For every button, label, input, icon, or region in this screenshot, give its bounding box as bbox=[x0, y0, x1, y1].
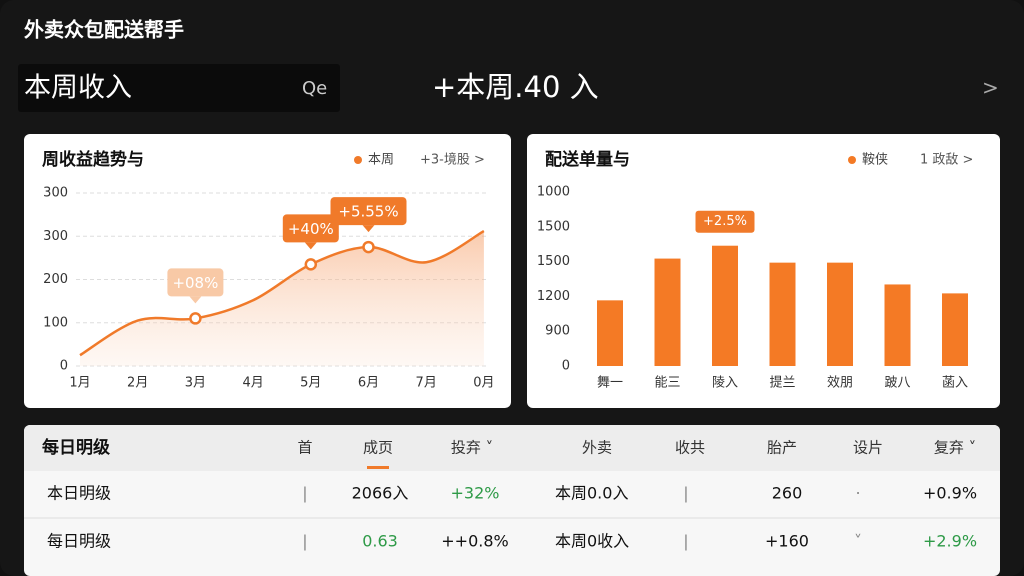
table-cell: 260 bbox=[772, 484, 803, 503]
point bbox=[362, 240, 375, 254]
chart-title: 配送单量与 bbox=[545, 149, 630, 170]
annotation-box bbox=[282, 214, 339, 243]
table-cell: | bbox=[302, 532, 307, 551]
x-tick-label: 陵入 bbox=[712, 376, 738, 391]
table-cell: +0.9% bbox=[923, 484, 977, 503]
table-cell: ++0.8% bbox=[441, 532, 508, 551]
x-tick-label: 舞一 bbox=[597, 376, 623, 391]
annotation: +08% bbox=[172, 274, 218, 292]
y-tick-label: 300 bbox=[43, 229, 68, 244]
column-header: 首 bbox=[297, 439, 312, 457]
table bbox=[24, 425, 1000, 576]
bar bbox=[769, 262, 796, 366]
bar bbox=[884, 284, 911, 366]
annotation-box bbox=[330, 197, 407, 226]
x-tick-label: 7月 bbox=[416, 376, 437, 391]
legend-extra: +3-境股 > bbox=[420, 153, 485, 168]
annotation: +40% bbox=[288, 220, 334, 238]
x-tick-label: 效朋 bbox=[827, 376, 853, 391]
table-cell: 本周0.0入 bbox=[555, 484, 628, 503]
x-tick-label: 2月 bbox=[127, 376, 148, 391]
table-cell: · bbox=[855, 484, 860, 503]
column-header: 胎产 bbox=[767, 439, 797, 457]
legend-swatch bbox=[354, 156, 362, 164]
y-tick-label: 1200 bbox=[537, 289, 570, 304]
y-tick-label: 100 bbox=[43, 315, 68, 330]
more-button[interactable]: > bbox=[982, 76, 999, 100]
area bbox=[80, 231, 484, 366]
x-tick-label: 4月 bbox=[242, 376, 263, 391]
point bbox=[189, 312, 202, 325]
x-tick-label: 6月 bbox=[358, 376, 379, 391]
table-cell: | bbox=[302, 484, 307, 503]
summary-label: 本周收入 bbox=[24, 73, 132, 104]
point bbox=[304, 258, 318, 271]
table-cell: 0.63 bbox=[362, 532, 398, 551]
column-header: 投弃 ˅ bbox=[451, 439, 493, 457]
x-tick-label: 能三 bbox=[654, 376, 680, 391]
legend-label: 鞍侠 bbox=[862, 152, 888, 168]
bar bbox=[712, 245, 738, 366]
y-tick-label: 0 bbox=[562, 359, 570, 374]
x-tick-label: 1月 bbox=[69, 376, 90, 391]
chart-title: 周收益趋势与 bbox=[42, 149, 144, 170]
column-header: 收共 bbox=[675, 439, 705, 457]
annotation-box bbox=[695, 210, 755, 233]
table-title: 每日明级 bbox=[42, 437, 110, 458]
tab-underline bbox=[367, 466, 389, 469]
table-cell: ˅ bbox=[854, 532, 862, 551]
table-cell: 每日明级 bbox=[47, 532, 111, 551]
bar-card bbox=[527, 134, 1000, 408]
y-tick-label: 200 bbox=[43, 272, 68, 287]
annotation-pointer bbox=[362, 225, 375, 233]
annotation-pointer bbox=[189, 296, 202, 304]
legend-swatch bbox=[848, 156, 856, 164]
annotation: +2.5% bbox=[703, 214, 747, 229]
y-tick-label: 1000 bbox=[537, 185, 570, 200]
legend-label: 本周 bbox=[368, 153, 394, 168]
search-text: Qe bbox=[302, 78, 327, 99]
annotation-box bbox=[167, 268, 224, 297]
column-header: 复弃 ˅ bbox=[934, 439, 976, 457]
x-tick-label: 3月 bbox=[185, 376, 206, 391]
table-cell: | bbox=[683, 532, 688, 551]
y-tick-label: 1500 bbox=[537, 219, 570, 234]
x-tick-label: 0月 bbox=[473, 376, 494, 391]
table-cell: +32% bbox=[451, 484, 500, 503]
table-header bbox=[24, 425, 1000, 471]
column-header: 成页 bbox=[363, 439, 393, 457]
bar bbox=[827, 262, 853, 366]
table-cell: 2066入 bbox=[352, 484, 409, 503]
bar bbox=[942, 293, 968, 366]
annotation: +5.55% bbox=[338, 203, 398, 221]
line bbox=[79, 229, 485, 357]
search-box[interactable] bbox=[18, 64, 340, 112]
annotation-pointer bbox=[304, 242, 317, 250]
table-cell: 本日明级 bbox=[47, 484, 111, 503]
column-header: 外卖 bbox=[582, 439, 612, 457]
summary-value: +本周.40 入 bbox=[432, 70, 599, 104]
y-tick-label: 900 bbox=[545, 324, 570, 339]
column-header: 设片 bbox=[853, 439, 883, 457]
y-tick-label: 300 bbox=[43, 186, 68, 201]
x-tick-label: 提兰 bbox=[769, 375, 795, 391]
table-cell: 本周0收入 bbox=[555, 532, 629, 551]
table-cell: | bbox=[683, 484, 688, 503]
x-tick-label: 5月 bbox=[300, 376, 321, 391]
table-cell: +160 bbox=[765, 532, 809, 551]
legend-extra: 1 政敌 > bbox=[920, 153, 973, 168]
x-tick-label: 跛八 bbox=[884, 375, 910, 391]
y-tick-label: 1500 bbox=[537, 254, 570, 269]
x-tick-label: 菡入 bbox=[942, 376, 968, 391]
table-cell: +2.9% bbox=[923, 532, 977, 551]
bar bbox=[654, 258, 681, 366]
bar bbox=[597, 300, 623, 366]
app-title: 外卖众包配送帮手 bbox=[24, 18, 184, 42]
y-tick-label: 0 bbox=[60, 359, 68, 374]
